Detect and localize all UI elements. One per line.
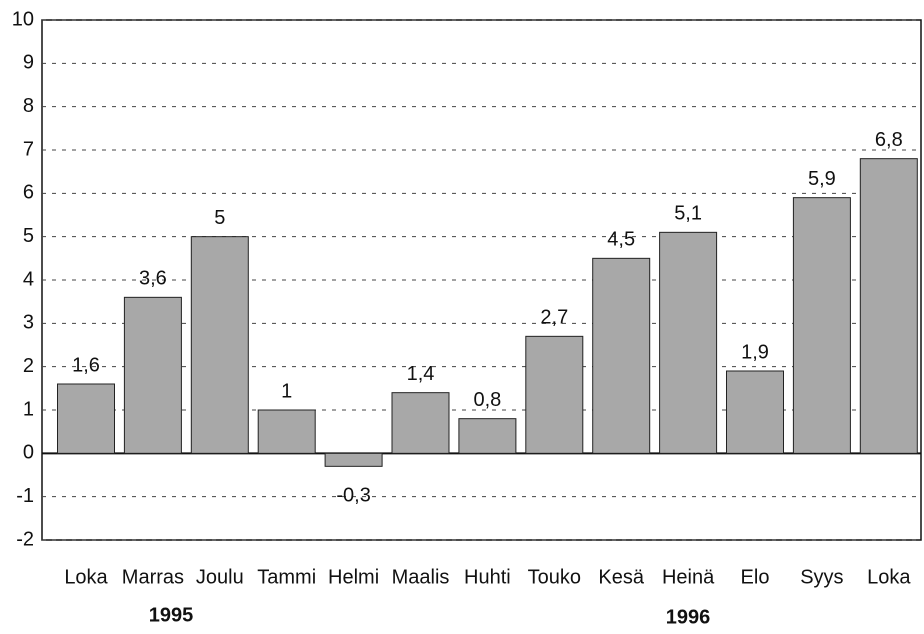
bar bbox=[391, 392, 450, 454]
value-label: 5,1 bbox=[674, 203, 702, 225]
x-tick-label: Syys bbox=[800, 566, 843, 588]
bar bbox=[792, 197, 851, 454]
x-tick-label: Helmi bbox=[328, 566, 379, 588]
value-label: 2,7 bbox=[540, 307, 568, 329]
y-tick-label: 6 bbox=[23, 182, 34, 204]
x-tick-label: Loka bbox=[867, 566, 911, 588]
value-label: 5 bbox=[214, 207, 225, 229]
year-label: 1995 bbox=[149, 604, 194, 626]
bar bbox=[859, 158, 918, 454]
y-tick-label: -2 bbox=[16, 528, 34, 550]
y-tick-label: 3 bbox=[23, 312, 34, 334]
value-label: 0,8 bbox=[473, 389, 501, 411]
x-tick-label: Kesä bbox=[598, 566, 644, 588]
value-label: 5,9 bbox=[808, 168, 836, 190]
y-tick-label: 7 bbox=[23, 138, 34, 160]
bar bbox=[659, 231, 718, 454]
bar bbox=[592, 257, 651, 454]
value-label: 4,5 bbox=[607, 229, 635, 251]
y-tick-label: 1 bbox=[23, 398, 34, 420]
x-tick-label: Heinä bbox=[662, 566, 715, 588]
value-label: 1,6 bbox=[72, 354, 100, 376]
x-tick-label: Elo bbox=[741, 566, 770, 588]
bar bbox=[525, 335, 584, 454]
x-tick-label: Touko bbox=[528, 566, 581, 588]
x-tick-label: Joulu bbox=[196, 566, 244, 588]
value-label: 6,8 bbox=[875, 129, 903, 151]
y-tick-label: 8 bbox=[23, 95, 34, 117]
y-tick-label: 2 bbox=[23, 355, 34, 377]
value-label: 3,6 bbox=[139, 268, 167, 290]
x-tick-label: Maalis bbox=[392, 566, 450, 588]
bar bbox=[458, 418, 517, 454]
year-label: 1996 bbox=[666, 606, 711, 628]
bar bbox=[257, 409, 316, 454]
value-label: -0,3 bbox=[336, 485, 370, 507]
y-tick-label: 0 bbox=[23, 442, 34, 464]
bar bbox=[190, 236, 249, 454]
x-tick-label: Tammi bbox=[257, 566, 316, 588]
value-label: 1,4 bbox=[407, 363, 435, 385]
x-tick-label: Marras bbox=[122, 566, 184, 588]
y-tick-label: 10 bbox=[12, 8, 34, 30]
x-tick-label: Loka bbox=[64, 566, 108, 588]
y-tick-label: -1 bbox=[16, 485, 34, 507]
y-tick-label: 4 bbox=[23, 268, 34, 290]
y-tick-label: 5 bbox=[23, 225, 34, 247]
bar bbox=[726, 370, 784, 454]
value-label: 1,9 bbox=[741, 341, 769, 363]
x-tick-label: Huhti bbox=[464, 566, 511, 588]
bar bbox=[123, 296, 182, 454]
y-tick-label: 9 bbox=[23, 52, 34, 74]
value-label: 1 bbox=[281, 380, 292, 402]
bar bbox=[57, 383, 115, 454]
bar bbox=[324, 452, 383, 467]
